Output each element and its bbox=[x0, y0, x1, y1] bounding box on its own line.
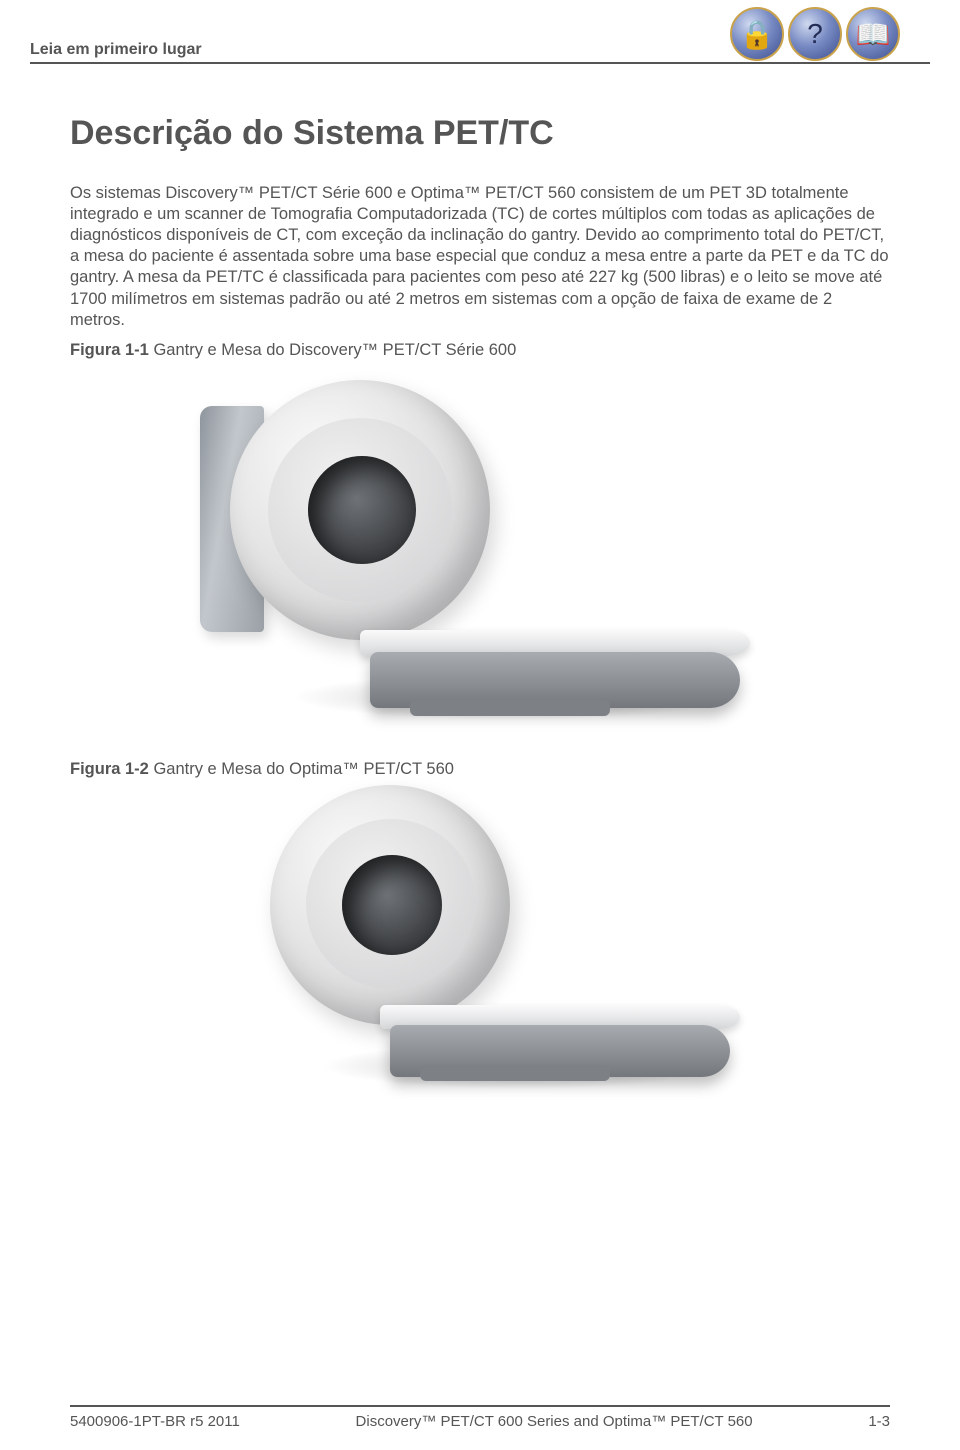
footer-page-number: 1-3 bbox=[868, 1413, 890, 1430]
footer-doc-id: 5400906-1PT-BR r5 2011 bbox=[70, 1413, 240, 1430]
header-section-title: Leia em primeiro lugar bbox=[30, 41, 202, 59]
main-title: Descrição do Sistema PET/TC bbox=[70, 114, 890, 153]
header-icon-group: 🔒 ? 📖 bbox=[730, 7, 900, 61]
scanner-illustration-1 bbox=[200, 370, 760, 730]
figure-1-label: Figura 1-1 bbox=[70, 341, 149, 359]
figure-1-text: Gantry e Mesa do Discovery™ PET/CT Série… bbox=[149, 341, 516, 359]
figure-2-label: Figura 1-2 bbox=[70, 760, 149, 778]
page-footer: 5400906-1PT-BR r5 2011 Discovery™ PET/CT… bbox=[0, 1405, 960, 1430]
help-icon[interactable]: ? bbox=[788, 7, 842, 61]
figure-1-image bbox=[70, 370, 890, 750]
footer-rule bbox=[70, 1405, 890, 1407]
lock-icon[interactable]: 🔒 bbox=[730, 7, 784, 61]
figure-2-text: Gantry e Mesa do Optima™ PET/CT 560 bbox=[149, 760, 454, 778]
page-content: Descrição do Sistema PET/TC Os sistemas … bbox=[0, 64, 960, 1115]
book-icon[interactable]: 📖 bbox=[846, 7, 900, 61]
intro-paragraph: Os sistemas Discovery™ PET/CT Série 600 … bbox=[70, 183, 890, 331]
page-header: Leia em primeiro lugar 🔒 ? 📖 bbox=[0, 0, 960, 62]
footer-product-name: Discovery™ PET/CT 600 Series and Optima™… bbox=[356, 1413, 753, 1430]
figure-1-caption: Figura 1-1 Gantry e Mesa do Discovery™ P… bbox=[70, 341, 890, 360]
figure-2-caption: Figura 1-2 Gantry e Mesa do Optima™ PET/… bbox=[70, 760, 890, 779]
scanner-illustration-2 bbox=[220, 785, 740, 1095]
figure-2-image bbox=[70, 785, 890, 1115]
